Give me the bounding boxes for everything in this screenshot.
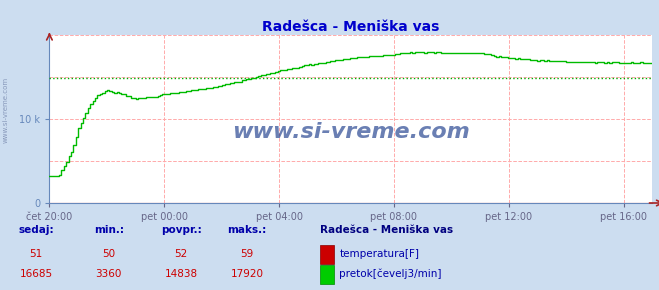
Text: pretok[čevelj3/min]: pretok[čevelj3/min]: [339, 269, 442, 279]
Text: 59: 59: [241, 249, 254, 259]
Text: 50: 50: [102, 249, 115, 259]
Text: www.si-vreme.com: www.si-vreme.com: [232, 122, 470, 142]
Text: maks.:: maks.:: [227, 225, 267, 235]
Text: 52: 52: [175, 249, 188, 259]
Text: www.si-vreme.com: www.si-vreme.com: [2, 77, 9, 143]
Title: Radešca - Meniška vas: Radešca - Meniška vas: [262, 20, 440, 34]
Text: Radešca - Meniška vas: Radešca - Meniška vas: [320, 225, 453, 235]
Text: 17920: 17920: [231, 269, 264, 279]
Text: 3360: 3360: [96, 269, 122, 279]
Text: 14838: 14838: [165, 269, 198, 279]
Text: povpr.:: povpr.:: [161, 225, 202, 235]
Text: min.:: min.:: [94, 225, 124, 235]
Text: 16685: 16685: [20, 269, 53, 279]
Text: sedaj:: sedaj:: [18, 225, 54, 235]
Text: temperatura[F]: temperatura[F]: [339, 249, 419, 259]
Text: 51: 51: [30, 249, 43, 259]
